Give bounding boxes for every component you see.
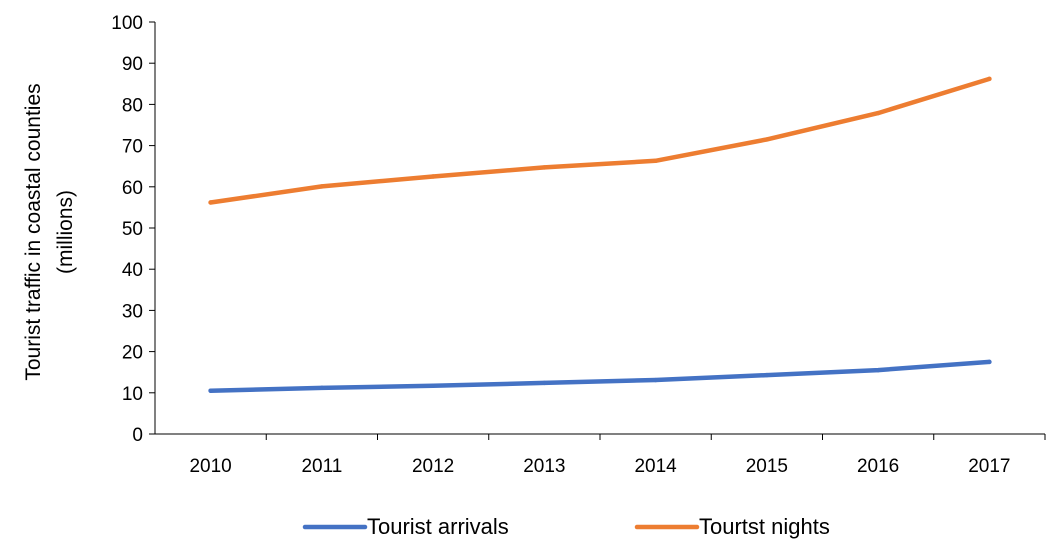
- x-axis-ticks: 2010 2011 2012 2013 2014 2015 2016 2017: [189, 434, 1046, 477]
- data-point-tourist-arrivals: [542, 380, 547, 386]
- y-tick-label: 100: [111, 13, 143, 34]
- y-tick-label: 20: [122, 343, 143, 364]
- y-tick-label: 30: [122, 301, 143, 322]
- data-point-tourist-arrivals: [208, 388, 213, 393]
- data-point-tourtst-nights: [764, 137, 770, 142]
- series-line-tourist-arrivals: [208, 359, 992, 393]
- data-point-tourtst-nights: [430, 174, 436, 179]
- x-tick-label: 2013: [523, 456, 565, 477]
- axes: [154, 22, 1045, 435]
- x-tick-label: 2014: [634, 456, 677, 477]
- data-point-tourist-arrivals: [987, 359, 992, 365]
- data-point-tourtst-nights: [208, 200, 213, 205]
- y-tick-label: 50: [122, 219, 143, 240]
- data-point-tourtst-nights: [542, 165, 547, 170]
- data-point-tourist-arrivals: [875, 367, 881, 373]
- legend-label-tourist-arrivals: Tourist arrivals: [367, 514, 509, 539]
- x-tick-label: 2017: [968, 456, 1010, 477]
- y-tick-label: 10: [122, 384, 143, 405]
- data-point-tourtst-nights: [319, 184, 325, 189]
- y-tick-label: 60: [122, 178, 143, 199]
- y-tick-label: 0: [132, 425, 143, 446]
- legend-label-tourtst-nights: Tourtst nights: [699, 514, 830, 539]
- x-tick-label: 2012: [412, 456, 454, 477]
- data-point-tourist-arrivals: [764, 372, 770, 378]
- data-point-tourist-arrivals: [319, 385, 325, 391]
- series-line-tourtst-nights: [208, 76, 992, 205]
- data-point-tourist-arrivals: [653, 377, 658, 383]
- y-tick-label: 70: [122, 137, 143, 158]
- legend: Tourist arrivals Tourtst nights: [302, 514, 830, 539]
- y-tick-label: 90: [122, 54, 143, 75]
- series-layer: [208, 76, 992, 393]
- x-tick-label: 2015: [746, 456, 788, 477]
- x-tick-label: 2016: [857, 456, 899, 477]
- y-tick-label: 80: [122, 95, 143, 116]
- data-point-tourtst-nights: [653, 158, 658, 164]
- x-tick-label: 2010: [189, 456, 231, 477]
- data-point-tourist-arrivals: [430, 383, 436, 388]
- data-point-tourtst-nights: [987, 76, 992, 82]
- x-tick-label: 2011: [301, 456, 342, 477]
- y-axis-title-line-2: (millions): [54, 190, 77, 274]
- y-axis-ticks: 0 10 20 30 40 50 60 70 80 90 100: [111, 13, 155, 446]
- y-tick-label: 40: [122, 260, 143, 281]
- y-axis-title-line-1: Tourist traffic in coastal counties: [22, 83, 45, 380]
- data-point-tourtst-nights: [875, 110, 881, 116]
